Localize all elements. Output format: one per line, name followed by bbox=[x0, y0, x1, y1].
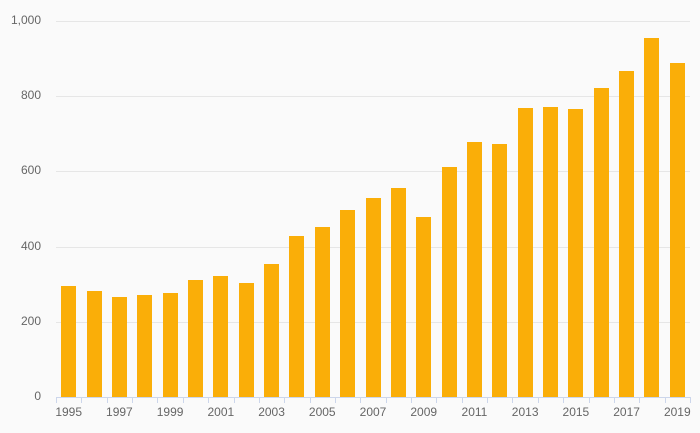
bar-2010[interactable] bbox=[441, 166, 457, 397]
y-axis-label-200: 200 bbox=[20, 313, 41, 328]
bar-2014[interactable] bbox=[543, 107, 559, 397]
bar-2003[interactable] bbox=[264, 264, 280, 397]
bar-2011[interactable] bbox=[466, 142, 482, 397]
x-axis-tick bbox=[208, 398, 210, 403]
x-axis-tick bbox=[309, 398, 311, 403]
x-axis-tick bbox=[487, 398, 489, 403]
x-axis-tick bbox=[385, 398, 387, 403]
bar-1996[interactable] bbox=[86, 290, 102, 397]
x-axis-label-2015: 2015 bbox=[562, 405, 590, 419]
x-axis-tick bbox=[639, 398, 641, 403]
x-axis-tick bbox=[56, 398, 57, 403]
x-axis-label-2005: 2005 bbox=[308, 405, 336, 419]
x-axis-tick bbox=[360, 398, 362, 403]
bar-2017[interactable] bbox=[619, 70, 635, 397]
bar-2000[interactable] bbox=[187, 280, 203, 397]
x-axis-label-2001: 2001 bbox=[207, 405, 235, 419]
x-axis-tick bbox=[334, 398, 336, 403]
bar-2004[interactable] bbox=[289, 236, 305, 397]
gridline-1,000 bbox=[56, 21, 690, 22]
x-axis-label-1995: 1995 bbox=[55, 405, 83, 419]
x-axis-tick bbox=[233, 398, 235, 403]
bar-2016[interactable] bbox=[593, 87, 609, 397]
x-axis-label-2013: 2013 bbox=[511, 405, 539, 419]
x-axis-tick bbox=[690, 398, 691, 403]
bar-2015[interactable] bbox=[568, 108, 584, 397]
x-axis-tick bbox=[563, 398, 565, 403]
bar-2002[interactable] bbox=[238, 283, 254, 397]
y-axis-label-1,000: 1,000 bbox=[10, 13, 41, 27]
x-axis-label-2007: 2007 bbox=[359, 405, 387, 419]
bar-2008[interactable] bbox=[390, 187, 406, 397]
x-axis-label-2011: 2011 bbox=[461, 405, 488, 419]
x-axis-label-1999: 1999 bbox=[156, 405, 184, 419]
bar-2018[interactable] bbox=[644, 38, 660, 397]
x-axis-label-2009: 2009 bbox=[410, 405, 438, 419]
x-axis-tick bbox=[537, 398, 539, 403]
bar-1997[interactable] bbox=[111, 296, 127, 397]
x-axis-label-2003: 2003 bbox=[258, 405, 285, 419]
x-axis-label-2017: 2017 bbox=[613, 405, 640, 419]
bar-1999[interactable] bbox=[162, 293, 178, 397]
bar-2019[interactable] bbox=[669, 63, 685, 397]
bar-2006[interactable] bbox=[340, 210, 356, 397]
x-axis-tick bbox=[284, 398, 286, 403]
x-axis-tick bbox=[81, 398, 83, 403]
bar-2001[interactable] bbox=[213, 276, 229, 397]
y-axis-label-800: 800 bbox=[20, 88, 41, 103]
bar-1998[interactable] bbox=[137, 295, 153, 397]
x-axis-label-2019: 2019 bbox=[663, 405, 691, 419]
x-axis-tick bbox=[588, 398, 590, 403]
bar-2012[interactable] bbox=[492, 144, 508, 397]
x-axis-tick bbox=[132, 398, 134, 403]
y-axis-label-0: 0 bbox=[34, 389, 41, 403]
x-axis-tick bbox=[613, 398, 615, 403]
x-axis-tick bbox=[106, 398, 108, 403]
bar-2007[interactable] bbox=[365, 198, 381, 397]
y-axis-label-400: 400 bbox=[20, 238, 41, 253]
x-axis-tick bbox=[182, 398, 184, 403]
bar-2013[interactable] bbox=[517, 108, 533, 397]
x-axis-tick bbox=[258, 398, 260, 403]
x-axis-tick bbox=[411, 398, 413, 403]
bar-2005[interactable] bbox=[314, 227, 330, 397]
x-axis-tick bbox=[157, 398, 159, 403]
x-axis-label-1997: 1997 bbox=[106, 405, 133, 419]
x-axis-tick bbox=[436, 398, 438, 403]
x-axis-line bbox=[56, 397, 691, 398]
bar-1995[interactable] bbox=[61, 286, 77, 397]
x-axis-tick bbox=[512, 398, 514, 403]
y-axis-label-600: 600 bbox=[20, 163, 41, 178]
x-axis-tick bbox=[461, 398, 463, 403]
bar-2009[interactable] bbox=[416, 216, 432, 397]
x-axis-tick bbox=[664, 398, 666, 403]
